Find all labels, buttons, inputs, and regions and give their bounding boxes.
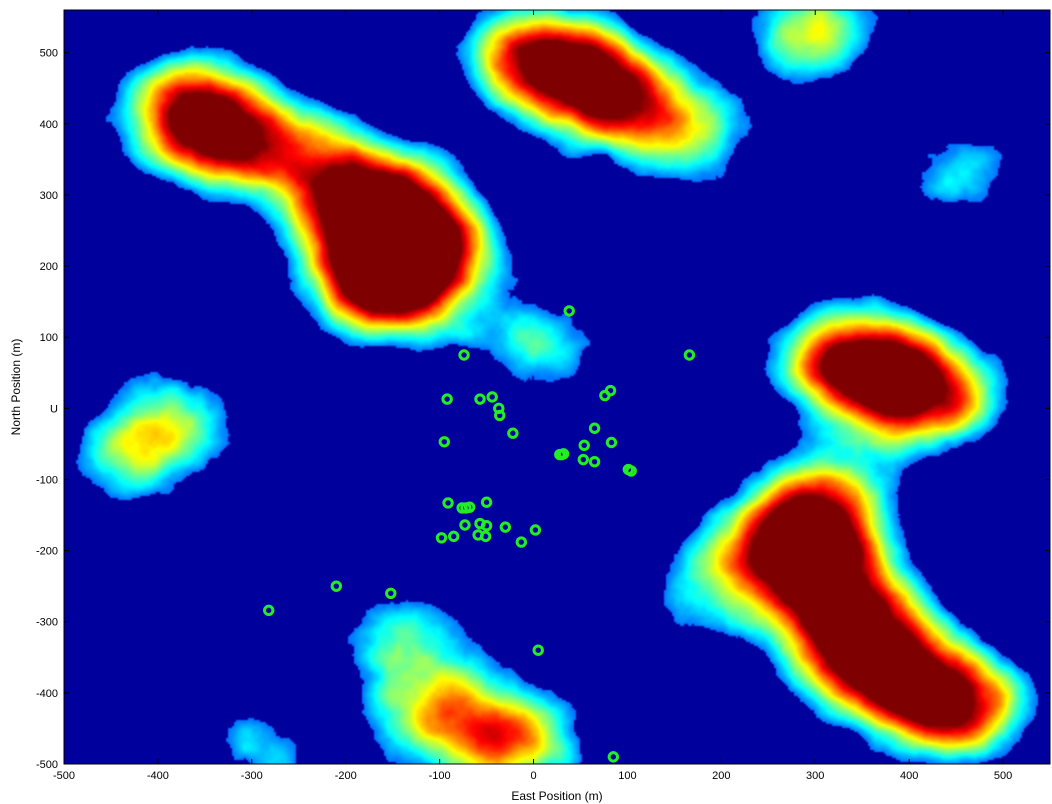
x-tick-label: -200 <box>335 770 357 782</box>
x-tick-label: -300 <box>241 770 263 782</box>
marker-point <box>479 530 492 543</box>
marker-point <box>442 497 454 509</box>
x-tick-label: 500 <box>994 770 1012 782</box>
marker-point <box>625 465 637 477</box>
marker-point <box>385 587 397 599</box>
y-tick-label: -500 <box>36 759 58 771</box>
marker-point <box>459 519 471 531</box>
x-tick-label: 100 <box>618 770 636 782</box>
marker-point <box>448 530 460 543</box>
y-tick-label: U <box>50 403 58 415</box>
marker-point <box>435 532 448 544</box>
y-tick-label: 300 <box>40 190 58 202</box>
marker-layer <box>263 305 696 763</box>
marker-point <box>480 496 493 508</box>
x-tick-label: -400 <box>147 770 169 782</box>
y-tick-label: -300 <box>36 617 58 629</box>
plot-area <box>64 10 1050 764</box>
marker-point <box>604 384 617 397</box>
marker-point <box>607 751 620 763</box>
x-tick-label: 0 <box>530 770 536 782</box>
marker-point <box>263 604 275 617</box>
x-axis-title: East Position (m) <box>511 789 602 803</box>
marker-point <box>486 391 498 403</box>
plot-frame <box>63 9 1051 765</box>
marker-point <box>507 427 519 439</box>
heatmap-image <box>64 10 1050 764</box>
marker-point <box>474 393 486 405</box>
y-tick-label: 500 <box>40 48 58 60</box>
marker-point <box>463 501 476 513</box>
y-tick-label: -400 <box>36 688 58 700</box>
marker-point <box>458 349 470 361</box>
marker-point <box>515 536 528 548</box>
y-tick-label: -100 <box>36 474 58 486</box>
y-tick-label: 200 <box>40 261 58 273</box>
y-tick-label: -200 <box>36 546 58 558</box>
marker-point <box>557 448 570 460</box>
marker-point <box>480 520 493 532</box>
marker-point <box>438 436 451 448</box>
marker-point <box>683 349 696 361</box>
marker-point <box>499 521 512 533</box>
x-tick-label: -100 <box>429 770 451 782</box>
marker-point <box>563 305 575 317</box>
y-axis: -500 -400 -300 -200 -100 U 100 200 300 400 500 <box>36 48 1050 771</box>
y-tick-label: 100 <box>40 332 58 344</box>
marker-point <box>529 524 542 536</box>
x-tick-label: 300 <box>806 770 824 782</box>
marker-point <box>578 439 590 452</box>
marker-point <box>577 453 589 466</box>
marker-point <box>588 455 601 468</box>
marker-point <box>330 580 343 592</box>
y-tick-label: 400 <box>40 119 58 131</box>
x-tick-label: 400 <box>900 770 918 782</box>
marker-point <box>605 436 618 449</box>
marker-point <box>494 409 506 422</box>
x-tick-label: 200 <box>712 770 730 782</box>
y-axis-title: North Position (m) <box>9 339 23 436</box>
marker-point <box>532 644 544 656</box>
marker-point <box>441 393 453 405</box>
x-axis: -500 -400 -300 -200 -100 0 100 200 300 400 500 <box>53 10 1012 782</box>
marker-point <box>588 422 601 434</box>
x-tick-label: -500 <box>53 770 75 782</box>
